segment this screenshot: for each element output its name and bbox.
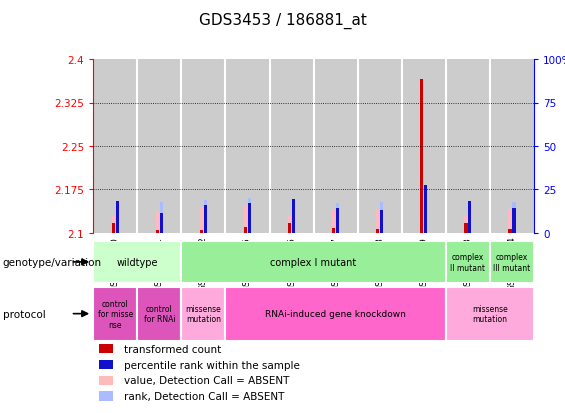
Bar	[490, 60, 534, 233]
Bar	[270, 60, 314, 233]
Text: wildtype: wildtype	[116, 257, 158, 267]
Bar	[116, 202, 119, 233]
Bar	[446, 242, 490, 283]
Bar	[116, 206, 119, 233]
Bar	[156, 230, 159, 233]
Bar	[468, 202, 471, 233]
Bar	[332, 210, 335, 233]
Bar	[490, 242, 534, 283]
Bar	[288, 216, 291, 233]
Bar	[420, 80, 423, 233]
Text: complex
II mutant: complex II mutant	[450, 253, 485, 272]
Bar	[248, 199, 251, 233]
Bar	[156, 211, 159, 233]
Bar	[181, 242, 446, 283]
Bar	[314, 60, 358, 233]
Bar	[508, 229, 511, 233]
Bar	[336, 204, 339, 233]
Bar	[332, 229, 335, 233]
Bar	[225, 60, 270, 233]
Bar	[424, 186, 427, 233]
Bar	[358, 60, 402, 233]
Text: protocol: protocol	[3, 309, 46, 319]
Bar	[376, 229, 379, 233]
Bar	[112, 216, 115, 233]
Bar	[93, 60, 137, 233]
Bar	[512, 203, 515, 233]
Bar	[137, 287, 181, 341]
Bar	[292, 200, 295, 233]
Bar	[204, 206, 207, 233]
Text: value, Detection Call = ABSENT: value, Detection Call = ABSENT	[124, 375, 290, 385]
Bar	[446, 60, 490, 233]
Text: percentile rank within the sample: percentile rank within the sample	[124, 360, 300, 370]
Bar	[464, 216, 467, 233]
Bar	[244, 228, 247, 233]
Bar	[200, 230, 203, 233]
Bar	[402, 60, 446, 233]
Bar	[380, 203, 383, 233]
Bar	[336, 209, 339, 233]
Bar	[288, 223, 291, 233]
Bar	[464, 223, 467, 233]
Bar	[93, 287, 137, 341]
Bar	[181, 287, 225, 341]
Bar	[160, 203, 163, 233]
Text: transformed count: transformed count	[124, 344, 221, 354]
Text: complex I mutant: complex I mutant	[271, 257, 357, 267]
Bar	[244, 206, 247, 233]
Text: complex
III mutant: complex III mutant	[493, 253, 531, 272]
Bar	[225, 287, 446, 341]
Bar	[512, 209, 515, 233]
Bar	[93, 242, 181, 283]
Bar	[380, 210, 383, 233]
Text: RNAi-induced gene knockdown: RNAi-induced gene knockdown	[265, 309, 406, 318]
Text: missense
mutation: missense mutation	[472, 304, 508, 323]
Text: control
for RNAi: control for RNAi	[144, 304, 175, 323]
Text: genotype/variation: genotype/variation	[3, 257, 102, 267]
Bar	[468, 206, 471, 233]
Bar	[292, 206, 295, 233]
Bar	[204, 200, 207, 233]
Bar	[160, 213, 163, 233]
Text: control
for misse
nse: control for misse nse	[98, 299, 133, 329]
Bar	[181, 60, 225, 233]
Bar	[508, 210, 511, 233]
Bar	[112, 223, 115, 233]
Bar	[200, 209, 203, 233]
Bar	[446, 287, 534, 341]
Bar	[248, 203, 251, 233]
Text: missense
mutation: missense mutation	[185, 304, 221, 323]
Text: GDS3453 / 186881_at: GDS3453 / 186881_at	[198, 12, 367, 28]
Bar	[376, 210, 379, 233]
Bar	[137, 60, 181, 233]
Text: rank, Detection Call = ABSENT: rank, Detection Call = ABSENT	[124, 391, 285, 401]
